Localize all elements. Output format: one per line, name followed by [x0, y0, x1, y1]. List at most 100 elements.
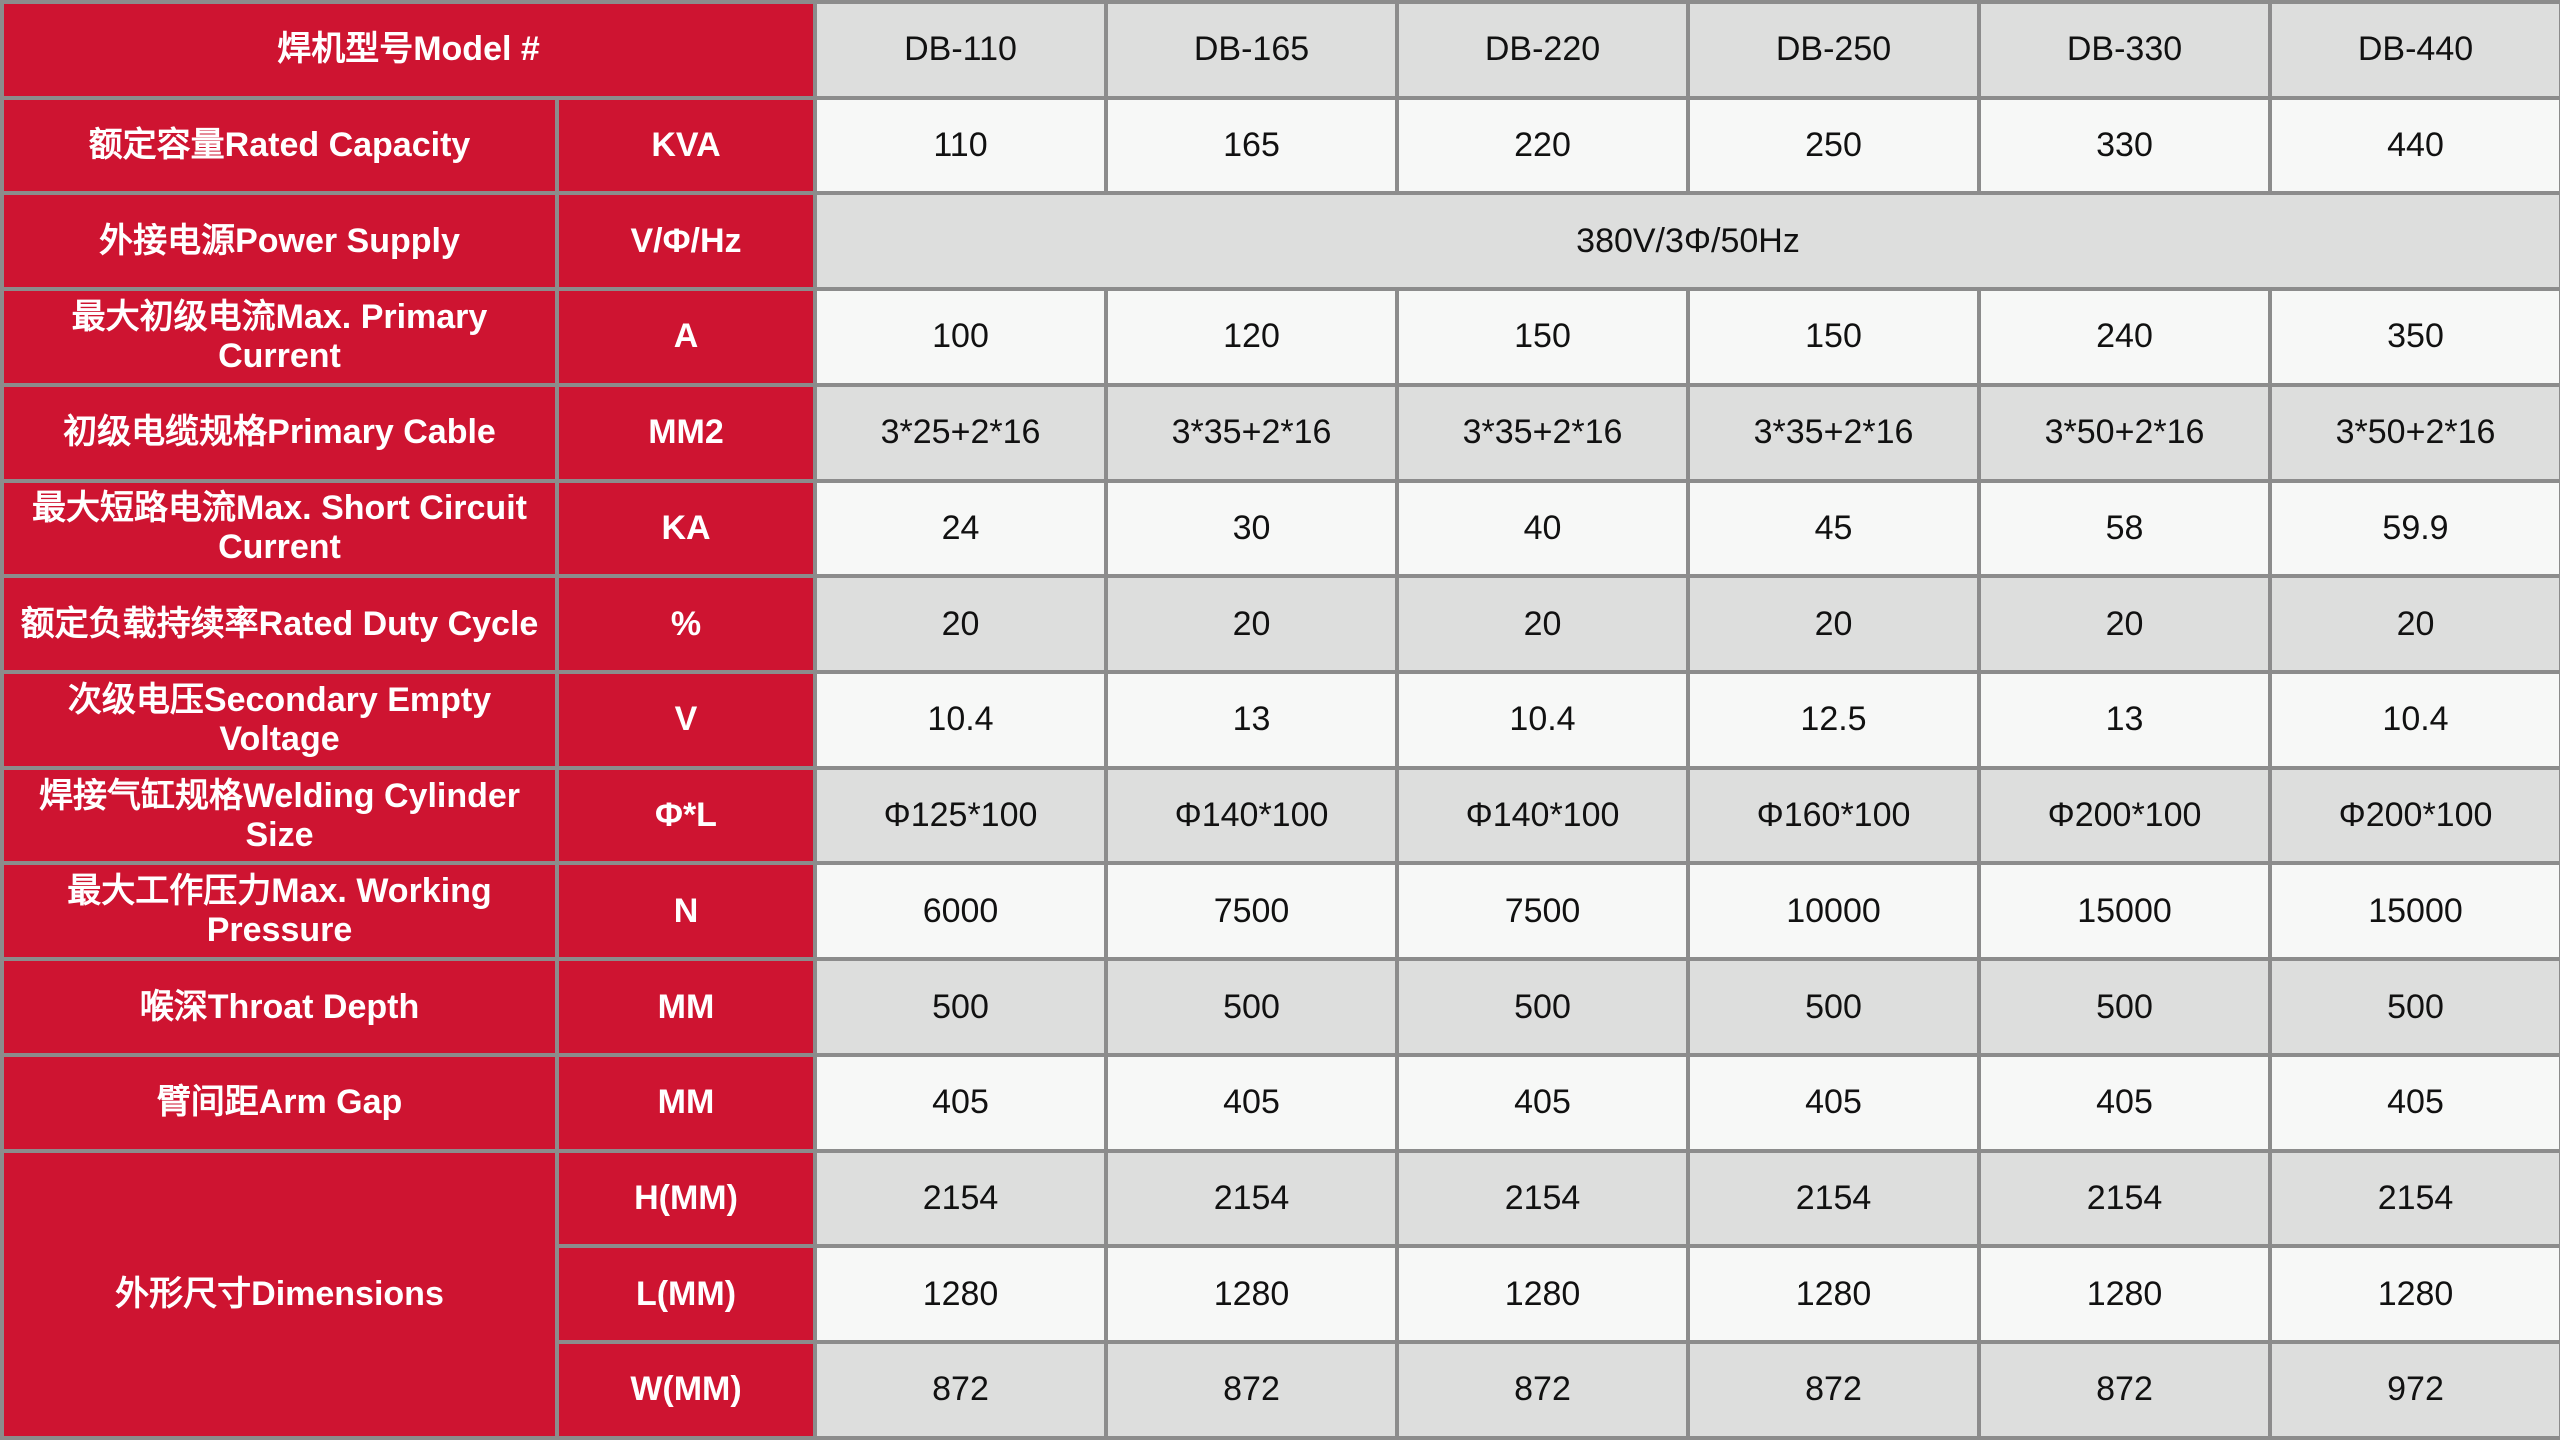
value-cell: 500 — [813, 957, 1109, 1057]
value-cell: 3*25+2*16 — [813, 382, 1109, 483]
value-cell: 59.9 — [2268, 478, 2560, 579]
table-row: 外形尺寸Dimensions H(MM) 2154 2154 2154 2154 2154 2… — [0, 1148, 2560, 1440]
table-row: 初级电缆规格Primary Cable MM2 3*25+2*16 3*35+2*16… — [0, 382, 2560, 483]
row-label: 外接电源Power Supply — [0, 191, 559, 292]
value-cell: 500 — [2268, 957, 2560, 1057]
row-unit: % — [554, 574, 818, 675]
value-cell: 1280 — [1686, 1244, 1982, 1345]
value-cell: 10000 — [1686, 861, 1982, 962]
table-row: 焊机型号Model # DB-110 DB-165 DB-220 DB-250 DB-33… — [0, 0, 2560, 100]
value-cell: 7500 — [1104, 861, 1400, 962]
value-cell: 500 — [1977, 957, 2273, 1057]
value-cell: 220 — [1395, 95, 1691, 196]
value-cell: 2154 — [813, 1148, 1109, 1249]
row-unit: Φ*L — [554, 765, 818, 866]
table-row: 额定容量Rated Capacity KVA 110 165 220 250 330 440 — [0, 95, 2560, 196]
value-cell: 1280 — [1104, 1244, 1400, 1345]
value-cell: 330 — [1977, 95, 2273, 196]
value-cell: 100 — [813, 287, 1109, 387]
row-unit: MM2 — [554, 382, 818, 483]
row-label: 次级电压Secondary Empty Voltage — [0, 670, 559, 770]
value-cell: 15000 — [1977, 861, 2273, 962]
value-cell: Φ140*100 — [1104, 765, 1400, 866]
row-unit: MM — [554, 957, 818, 1057]
table-row: 外接电源Power Supply V/Φ/Hz 380V/3Φ/50Hz — [0, 191, 2560, 292]
model-header-cell: DB-220 — [1395, 0, 1691, 100]
value-cell: 872 — [1104, 1340, 1400, 1440]
row-label: 额定负载持续率Rated Duty Cycle — [0, 574, 559, 675]
value-cell: 10.4 — [2268, 670, 2560, 770]
value-cell: 3*35+2*16 — [1686, 382, 1982, 483]
value-cell: 3*50+2*16 — [2268, 382, 2560, 483]
value-cell: Φ160*100 — [1686, 765, 1982, 866]
value-cell: 872 — [1395, 1340, 1691, 1440]
value-cell: 2154 — [1104, 1148, 1400, 1249]
value-cell: 45 — [1686, 478, 1982, 579]
row-label: 最大初级电流Max. Primary Current — [0, 287, 559, 387]
table-row: 喉深Throat Depth MM 500 500 500 500 500 500 — [0, 957, 2560, 1057]
table-row: 最大工作压力Max. Working Pressure N 6000 7500 7500… — [0, 861, 2560, 962]
value-cell: 405 — [813, 1052, 1109, 1153]
value-cell: 250 — [1686, 95, 1982, 196]
row-unit: L(MM) — [554, 1244, 818, 1345]
value-cell: 405 — [1686, 1052, 1982, 1153]
value-cell: 20 — [2268, 574, 2560, 675]
row-unit: KVA — [554, 95, 818, 196]
model-header-cell: DB-330 — [1977, 0, 2273, 100]
value-cell: 440 — [2268, 95, 2560, 196]
row-label: 喉深Throat Depth — [0, 957, 559, 1057]
value-cell: Φ140*100 — [1395, 765, 1691, 866]
row-label: 焊接气缸规格Welding Cylinder Size — [0, 765, 559, 866]
value-cell: Φ125*100 — [813, 765, 1109, 866]
row-unit: H(MM) — [554, 1148, 818, 1249]
value-cell: 1280 — [813, 1244, 1109, 1345]
table-row: 焊接气缸规格Welding Cylinder Size Φ*L Φ125*100 Φ1… — [0, 765, 2560, 866]
value-cell: Φ200*100 — [1977, 765, 2273, 866]
value-cell: 150 — [1686, 287, 1982, 387]
value-cell: 3*50+2*16 — [1977, 382, 2273, 483]
table-row: 次级电压Secondary Empty Voltage V 10.4 13 10.4 12… — [0, 670, 2560, 770]
value-cell: 20 — [1395, 574, 1691, 675]
value-cell: 972 — [2268, 1340, 2560, 1440]
row-unit: W(MM) — [554, 1340, 818, 1440]
model-header-cell: DB-250 — [1686, 0, 1982, 100]
value-cell: 7500 — [1395, 861, 1691, 962]
value-cell: 350 — [2268, 287, 2560, 387]
value-cell: 872 — [813, 1340, 1109, 1440]
value-cell: 20 — [1104, 574, 1400, 675]
row-label: 额定容量Rated Capacity — [0, 95, 559, 196]
value-cell: 240 — [1977, 287, 2273, 387]
row-unit: MM — [554, 1052, 818, 1153]
value-cell: 872 — [1977, 1340, 2273, 1440]
value-cell: 110 — [813, 95, 1109, 196]
value-cell: 1280 — [2268, 1244, 2560, 1345]
row-unit: V/Φ/Hz — [554, 191, 818, 292]
value-cell: 2154 — [1395, 1148, 1691, 1249]
value-cell: 120 — [1104, 287, 1400, 387]
row-label: 初级电缆规格Primary Cable — [0, 382, 559, 483]
value-cell: 12.5 — [1686, 670, 1982, 770]
value-cell: 24 — [813, 478, 1109, 579]
value-cell: 20 — [1686, 574, 1982, 675]
value-cell: 1280 — [1395, 1244, 1691, 1345]
value-cell: 500 — [1686, 957, 1982, 1057]
table-row: W(MM) 872 872 872 872 872 972 — [2, 1340, 2560, 1440]
value-cell: 165 — [1104, 95, 1400, 196]
value-cell: 405 — [1977, 1052, 2273, 1153]
row-label: 臂间距Arm Gap — [0, 1052, 559, 1153]
value-cell: 30 — [1104, 478, 1400, 579]
value-cell: 2154 — [2268, 1148, 2560, 1249]
value-cell: 3*35+2*16 — [1395, 382, 1691, 483]
value-cell: 40 — [1395, 478, 1691, 579]
value-cell: 405 — [1395, 1052, 1691, 1153]
table-row: 最大短路电流Max. Short Circuit Current KA 24 30 40… — [0, 478, 2560, 579]
model-header-cell: DB-440 — [2268, 0, 2560, 100]
value-cell: 58 — [1977, 478, 2273, 579]
row-unit: V — [554, 670, 818, 770]
value-cell: 405 — [2268, 1052, 2560, 1153]
value-cell: 500 — [1104, 957, 1400, 1057]
row-unit: N — [554, 861, 818, 962]
table-row: 臂间距Arm Gap MM 405 405 405 405 405 405 — [0, 1052, 2560, 1153]
value-cell: 20 — [813, 574, 1109, 675]
